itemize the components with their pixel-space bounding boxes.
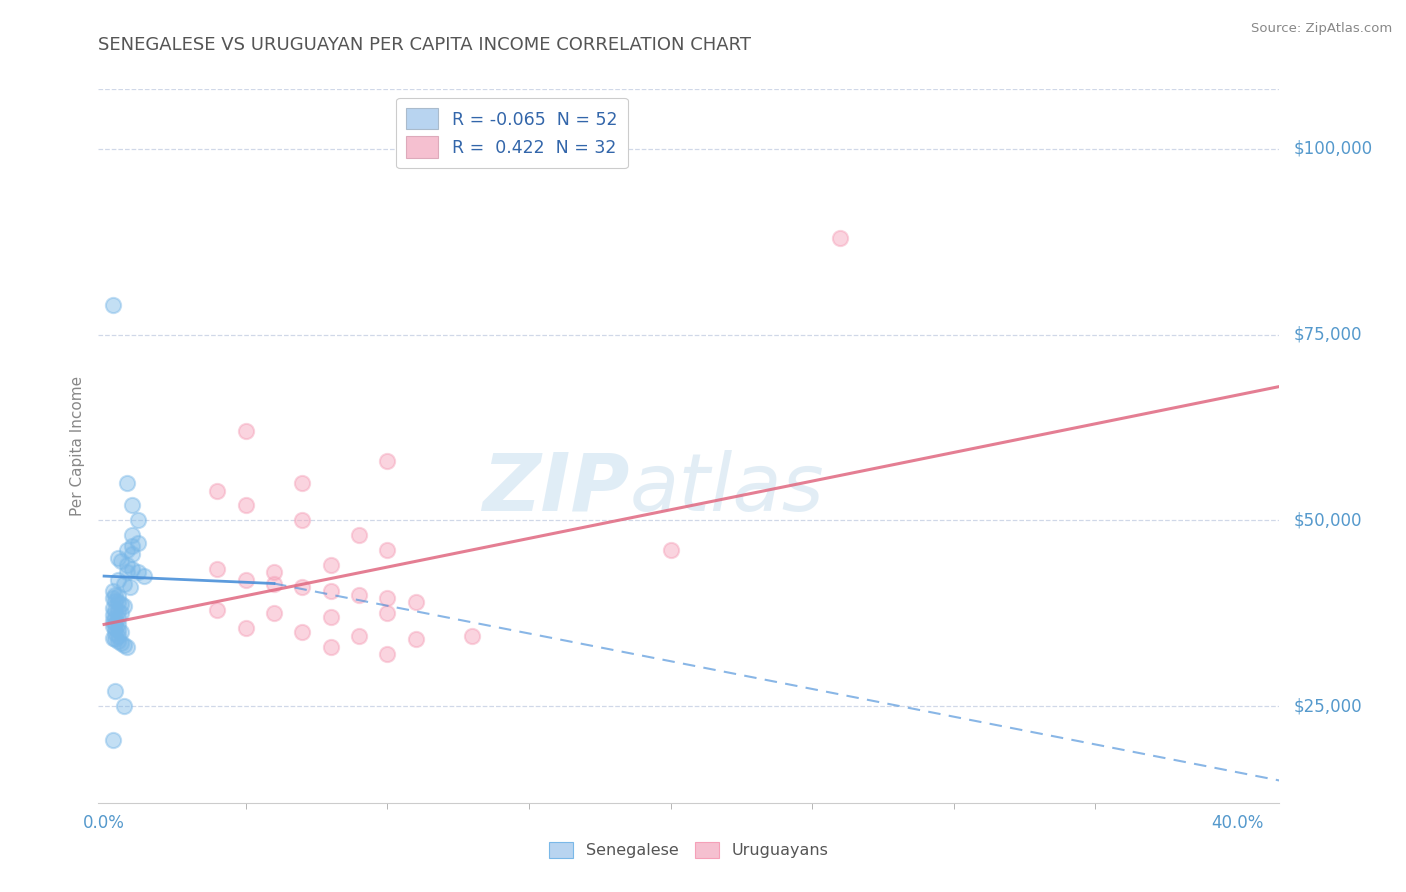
Point [104,593,127,607]
Text: $100,000: $100,000 [1294,140,1372,158]
Point [115,476,138,491]
Point [263,576,285,591]
Point [121,562,143,576]
Point [291,513,314,527]
Point [375,591,398,606]
Point [207,602,229,616]
Point [101,732,124,747]
Point [107,633,129,648]
Legend: Senegalese, Uruguayans: Senegalese, Uruguayans [541,834,837,866]
Point [112,599,135,613]
Point [104,632,127,647]
Point [375,607,398,621]
Point [263,566,285,580]
Point [291,580,314,594]
Point [104,615,127,630]
Point [107,617,129,632]
Point [110,607,132,621]
Point [319,558,342,572]
Point [115,558,138,572]
Text: atlas: atlas [630,450,825,528]
Point [115,543,138,558]
Point [121,528,143,542]
Point [127,535,149,549]
Point [101,601,124,615]
Point [101,591,124,606]
Text: $25,000: $25,000 [1294,698,1362,715]
Point [659,543,682,558]
Point [235,499,257,513]
Point [107,611,129,625]
Point [319,610,342,624]
Text: $50,000: $50,000 [1294,511,1362,529]
Point [347,588,370,602]
Point [375,647,398,661]
Point [405,632,427,647]
Point [112,576,135,591]
Point [107,624,129,638]
Point [107,595,129,609]
Point [127,566,149,580]
Point [101,608,124,623]
Point [110,636,132,650]
Point [121,547,143,561]
Point [101,583,124,598]
Point [101,631,124,645]
Point [110,554,132,568]
Point [235,424,257,438]
Point [112,699,135,714]
Point [101,614,124,628]
Point [104,621,127,635]
Point [375,454,398,468]
Point [110,597,132,611]
Text: Source: ZipAtlas.com: Source: ZipAtlas.com [1251,22,1392,36]
Y-axis label: Per Capita Income: Per Capita Income [70,376,86,516]
Text: SENEGALESE VS URUGUAYAN PER CAPITA INCOME CORRELATION CHART: SENEGALESE VS URUGUAYAN PER CAPITA INCOM… [98,36,751,54]
Point [101,298,124,312]
Point [235,573,257,587]
Point [207,483,229,498]
Point [104,602,127,616]
Point [104,588,127,602]
Point [121,539,143,553]
Point [127,513,149,527]
Text: ZIP: ZIP [482,450,630,528]
Point [132,569,155,583]
Point [291,476,314,491]
Point [107,573,129,587]
Point [319,583,342,598]
Point [107,589,129,603]
Point [291,624,314,639]
Point [107,604,129,618]
Point [263,607,285,621]
Point [347,528,370,542]
Point [207,562,229,576]
Point [107,550,129,565]
Point [375,543,398,558]
Point [461,628,484,642]
Point [112,638,135,652]
Point [405,595,427,609]
Point [101,619,124,633]
Point [830,231,852,245]
Point [319,640,342,654]
Point [110,624,132,639]
Point [121,499,143,513]
Point [347,628,370,642]
Point [104,684,127,698]
Point [118,580,141,594]
Point [235,621,257,635]
Point [104,610,127,624]
Point [115,640,138,654]
Point [115,566,138,580]
Text: $75,000: $75,000 [1294,326,1362,343]
Point [104,626,127,640]
Point [107,628,129,642]
